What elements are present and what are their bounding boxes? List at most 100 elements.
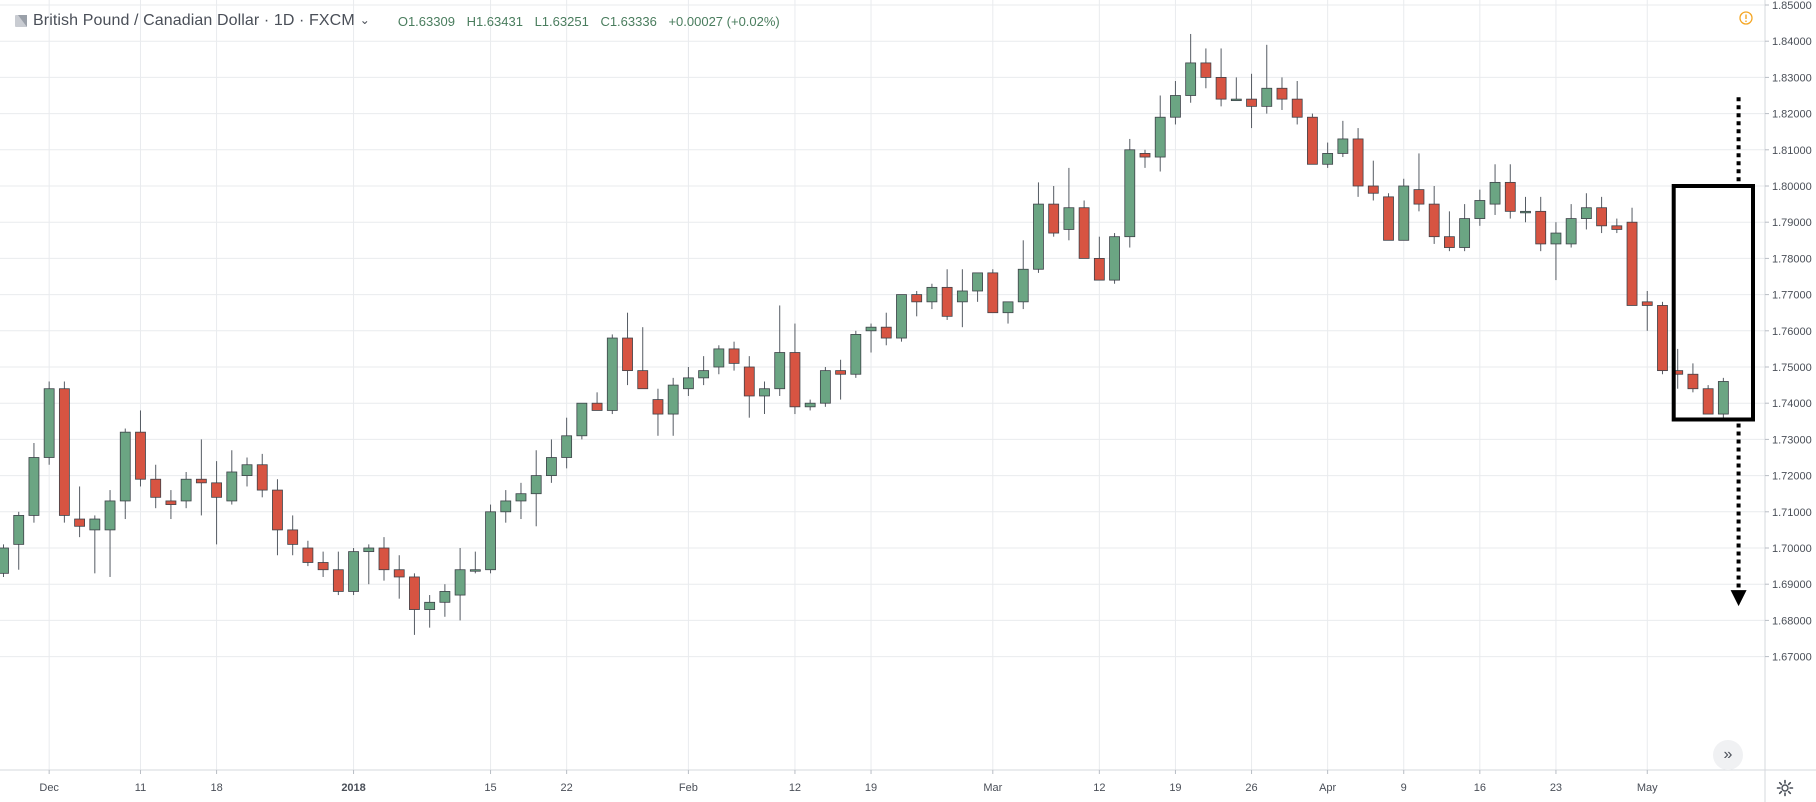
- candle: [804, 399, 816, 411]
- ohlc-readout: O1.63309 H1.63431 L1.63251 C1.63336 +0.0…: [398, 14, 788, 29]
- chart-header: British Pound / Canadian Dollar · 1D · F…: [0, 8, 788, 34]
- candle-body: [850, 334, 862, 375]
- x-tick-label: 19: [1169, 782, 1181, 794]
- candle-body: [1520, 210, 1531, 214]
- symbol-title[interactable]: British Pound / Canadian Dollar · 1D · F…: [33, 12, 355, 29]
- candle-body: [1687, 373, 1699, 390]
- candle-body: [378, 547, 390, 571]
- candle: [1367, 160, 1379, 201]
- candle: [835, 359, 846, 400]
- candle: [759, 381, 770, 415]
- x-tick-label: 2018: [341, 782, 365, 794]
- candle: [424, 595, 436, 628]
- time-axis[interactable]: Dec 11 18 2018 15 22 Feb 12 19 Mar 12 19 26 Apr 9 16 23 M…: [39, 770, 1658, 794]
- candle: [211, 461, 222, 545]
- candle: [1702, 385, 1714, 415]
- candle: [1139, 149, 1151, 168]
- candle-body: [1200, 62, 1212, 78]
- candle-body: [804, 402, 816, 408]
- highlight-box: [1671, 184, 1755, 422]
- candle-body: [1626, 221, 1638, 306]
- candle: [530, 450, 542, 527]
- open-value: O1.63309: [397, 13, 455, 29]
- x-tick-label: Feb: [679, 782, 698, 794]
- candle: [1520, 196, 1531, 223]
- candle: [789, 323, 801, 415]
- candle: [1093, 236, 1105, 281]
- candle: [1580, 193, 1592, 230]
- candle: [637, 327, 649, 390]
- candle: [1063, 167, 1075, 241]
- candle: [0, 544, 9, 577]
- candle-body: [1033, 203, 1044, 270]
- candle: [743, 356, 755, 418]
- candle: [1261, 44, 1273, 114]
- x-tick-label: 9: [1401, 782, 1407, 794]
- y-tick-label: 1.80000: [1772, 181, 1812, 193]
- candle-body: [1352, 138, 1364, 187]
- y-tick-label: 1.77000: [1772, 290, 1812, 302]
- candle-body: [728, 348, 740, 364]
- y-tick-label: 1.68000: [1772, 615, 1812, 627]
- candle: [728, 341, 740, 371]
- candle: [865, 323, 877, 353]
- price-axis[interactable]: 1.85000 1.84000 1.83000 1.82000 1.81000 1.800…: [1765, 0, 1812, 664]
- candle-body: [1717, 381, 1729, 415]
- warning-icon[interactable]: [1739, 11, 1753, 25]
- x-tick-label: 11: [135, 782, 146, 794]
- candle: [287, 515, 299, 556]
- candle-body: [439, 591, 451, 603]
- candle-body: [89, 518, 101, 531]
- candle: [1565, 204, 1577, 248]
- candle-body: [652, 399, 664, 415]
- candle: [1185, 33, 1197, 103]
- annotation: [1671, 97, 1755, 607]
- candle-body: [119, 431, 131, 502]
- candle: [256, 453, 268, 498]
- candle-body: [1611, 225, 1623, 230]
- x-tick-label: 23: [1550, 782, 1562, 794]
- candle-body: [1261, 87, 1273, 107]
- gear-icon[interactable]: [1776, 779, 1794, 797]
- candle-body: [637, 370, 649, 390]
- candle: [1657, 301, 1668, 375]
- candle: [485, 504, 496, 574]
- candle-body: [956, 290, 968, 303]
- candle: [378, 537, 390, 581]
- candle: [1717, 377, 1729, 418]
- y-tick-label: 1.74000: [1772, 398, 1812, 410]
- candle-body: [941, 286, 953, 317]
- candle: [454, 548, 466, 621]
- scroll-right-icon[interactable]: »: [1713, 740, 1743, 770]
- candle-body: [926, 286, 938, 303]
- y-tick-label: 1.67000: [1772, 652, 1812, 664]
- candle-body: [1002, 301, 1014, 314]
- candle: [1337, 120, 1349, 158]
- candle: [652, 388, 664, 436]
- candle-body: [880, 326, 892, 339]
- candle: [409, 573, 420, 635]
- x-tick-label: 26: [1245, 782, 1257, 794]
- candle-body: [1322, 153, 1334, 165]
- candle-body: [165, 500, 177, 505]
- x-tick-label: 19: [865, 782, 877, 794]
- candle-body: [1307, 116, 1318, 165]
- candle-body: [424, 601, 436, 610]
- y-tick-label: 1.71000: [1772, 507, 1812, 519]
- candle-body: [789, 352, 801, 408]
- candle: [241, 457, 253, 487]
- x-tick-label: May: [1637, 782, 1658, 794]
- candle-body: [363, 547, 375, 553]
- candle-body: [241, 464, 253, 476]
- candle-body: [759, 388, 770, 397]
- candle-body: [1276, 87, 1288, 100]
- chevron-down-icon[interactable]: ⌄: [359, 13, 370, 27]
- candle-body: [1580, 207, 1592, 219]
- candle: [546, 439, 557, 483]
- candle: [515, 482, 527, 520]
- candle: [135, 410, 146, 487]
- x-tick-label: 22: [561, 782, 573, 794]
- candle: [1033, 182, 1044, 273]
- candle-body: [1657, 305, 1668, 372]
